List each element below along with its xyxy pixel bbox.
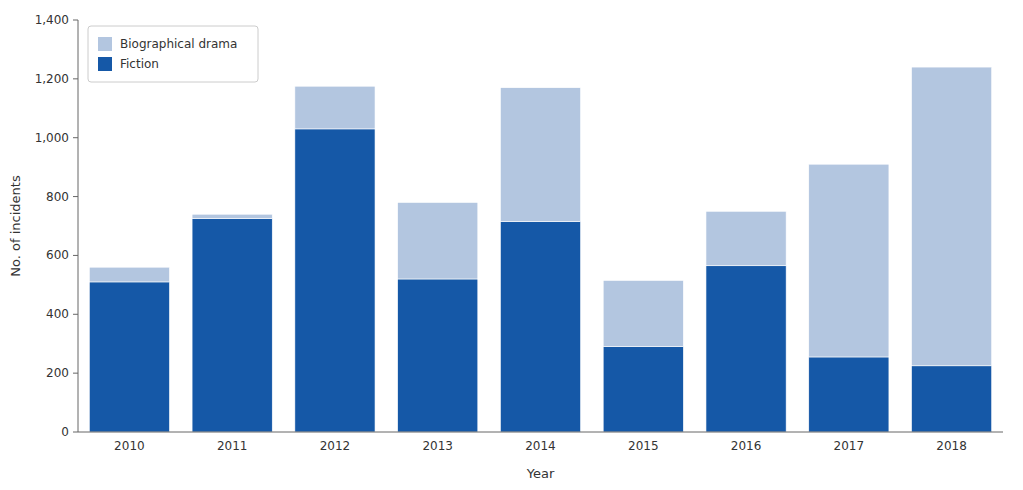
legend-swatch: [98, 37, 112, 51]
legend: Biographical drama Fiction: [88, 26, 258, 82]
y-tick-label: 1,200: [35, 72, 69, 86]
y-tick: [73, 432, 78, 433]
y-axis: 0 200 400 600 800 1,000 1,200 1,400: [35, 13, 78, 439]
bar-segment: [706, 211, 786, 265]
x-axis-title: Year: [526, 466, 555, 481]
y-tick: [73, 20, 78, 21]
chart-container: 0 200 400 600 800 1,000 1,200 1,400 2010 2011 2012…: [0, 0, 1023, 490]
y-tick-label: 600: [46, 248, 69, 262]
bar-segment: [500, 88, 580, 222]
x-tick-label: 2012: [320, 439, 351, 453]
x-tick-label: 2017: [834, 439, 865, 453]
bar-segment: [500, 222, 580, 432]
y-tick-label: 800: [46, 190, 69, 204]
x-tick-label: 2011: [217, 439, 248, 453]
y-tick-label: 1,400: [35, 13, 69, 27]
bar-segment: [192, 219, 272, 432]
bar-segment: [398, 202, 478, 279]
y-tick: [73, 78, 78, 79]
legend-box: [88, 26, 258, 82]
x-tick-label: 2018: [936, 439, 967, 453]
bar-segment: [706, 266, 786, 432]
legend-label: Fiction: [120, 57, 159, 71]
y-tick-label: 1,000: [35, 131, 69, 145]
y-tick-label: 200: [46, 366, 69, 380]
bar-segment: [295, 129, 375, 432]
bar-segment: [809, 357, 889, 432]
bar-segment: [809, 164, 889, 357]
y-axis-line: [78, 20, 79, 432]
bar-segment: [603, 347, 683, 432]
x-tick-label: 2015: [628, 439, 659, 453]
y-tick-label: 400: [46, 307, 69, 321]
x-tick-label: 2010: [114, 439, 145, 453]
bar-segment: [89, 282, 169, 432]
bar-segment: [912, 366, 992, 432]
legend-label: Biographical drama: [120, 37, 237, 51]
bar-segment: [912, 67, 992, 366]
x-tick-label: 2013: [422, 439, 453, 453]
y-tick: [73, 373, 78, 374]
legend-swatch: [98, 57, 112, 71]
bar-segment: [89, 267, 169, 282]
bar-segment: [192, 214, 272, 218]
y-tick-label: 0: [61, 425, 69, 439]
y-tick: [73, 255, 78, 256]
bar-segment: [295, 86, 375, 129]
bars: [89, 67, 991, 432]
y-tick: [73, 137, 78, 138]
bar-segment: [398, 279, 478, 432]
y-tick: [73, 314, 78, 315]
x-axis-line: [78, 432, 1003, 433]
y-tick: [73, 196, 78, 197]
x-tick-label: 2016: [731, 439, 762, 453]
chart: 0 200 400 600 800 1,000 1,200 1,400 2010 2011 2012…: [0, 0, 1023, 490]
y-axis-title: No. of incidents: [8, 175, 23, 277]
x-axis: 2010 2011 2012 2013 2014 2015 2016 2017 2018: [114, 439, 967, 453]
x-tick-label: 2014: [525, 439, 556, 453]
bar-segment: [603, 280, 683, 346]
